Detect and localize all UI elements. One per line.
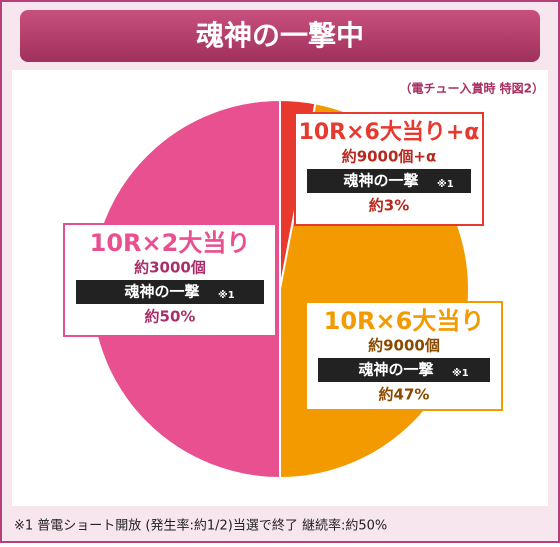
value-label: 約50% (145, 308, 196, 326)
payout-label: 約9000個+α (342, 148, 437, 166)
tag-note: ※1 (437, 178, 454, 190)
value-label: 約3% (369, 197, 409, 215)
title-bar (20, 10, 540, 62)
tag-label: 魂神の一撃 (343, 172, 418, 190)
tag-note: ※1 (452, 367, 469, 379)
tag-label: 魂神の一撃 (124, 283, 199, 301)
tag-bar (318, 358, 490, 382)
value-label: 約47% (379, 386, 430, 404)
footnote: ※1 普電ショート開放 (発生率:約1/2)当選で終了 継続率:約50% (14, 518, 387, 534)
payout-label: 約3000個 (134, 259, 206, 277)
tag-label: 魂神の一撃 (358, 361, 433, 379)
label-box (305, 301, 503, 411)
labels: 10R×6大当り+α 約9000個+α 魂神の一撃 ※1 約3% 10R×6大当り約900… (63, 112, 503, 411)
category-label: 10R×6大当り (324, 307, 485, 335)
payout-label: 約9000個 (368, 337, 440, 355)
subtitle: （電チュー入賞時 特図2） (399, 81, 544, 96)
chart-title: 魂神の一撃中 (196, 19, 364, 52)
tag-bar (307, 169, 471, 193)
category-label: 10R×2大当り (90, 229, 251, 257)
tag-note: ※1 (218, 289, 235, 301)
category-label: 10R×6大当り+α (299, 120, 480, 145)
tag-bar (76, 280, 264, 304)
